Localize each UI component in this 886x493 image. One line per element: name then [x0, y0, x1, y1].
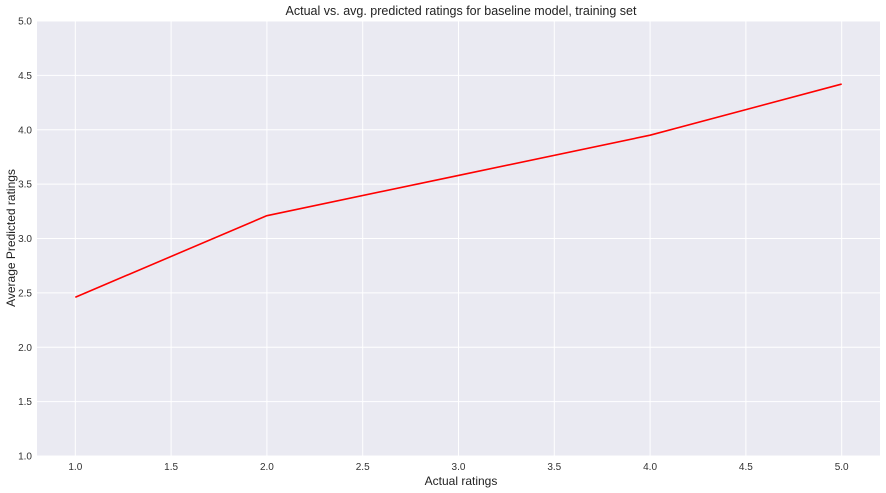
x-tick-label: 3.0	[452, 462, 466, 473]
y-tick-label: 3.5	[18, 180, 32, 191]
y-axis-label: Average Predicted ratings	[4, 169, 18, 307]
y-tick-label: 2.5	[18, 288, 32, 299]
x-tick-label: 1.5	[164, 462, 178, 473]
horizontal-gridlines	[37, 20, 880, 457]
series-layer	[75, 83, 842, 298]
x-tick-labels: 1.0 1.5 2.0 2.5 3.0 3.5 4.0 4.5 5.0	[68, 462, 849, 473]
y-tick-label: 3.0	[18, 234, 32, 245]
chart-title: Actual vs. avg. predicted ratings for ba…	[286, 4, 637, 18]
x-tick-label: 1.0	[68, 462, 82, 473]
y-tick-label: 4.5	[18, 71, 32, 82]
y-tick-label: 2.0	[18, 343, 32, 354]
y-tick-label: 4.0	[18, 125, 32, 136]
y-tick-labels: 1.0 1.5 2.0 2.5 3.0 3.5 4.0 4.5 5.0	[18, 17, 32, 463]
y-tick-label: 5.0	[18, 17, 32, 28]
x-tick-label: 5.0	[835, 462, 849, 473]
x-tick-label: 4.5	[739, 462, 753, 473]
x-axis-label: Actual ratings	[425, 474, 498, 488]
x-tick-label: 2.5	[356, 462, 370, 473]
x-tick-label: 2.0	[260, 462, 274, 473]
y-tick-label: 1.5	[18, 397, 32, 408]
x-tick-label: 3.5	[547, 462, 561, 473]
y-tick-label: 1.0	[18, 452, 32, 463]
x-tick-label: 4.0	[643, 462, 657, 473]
